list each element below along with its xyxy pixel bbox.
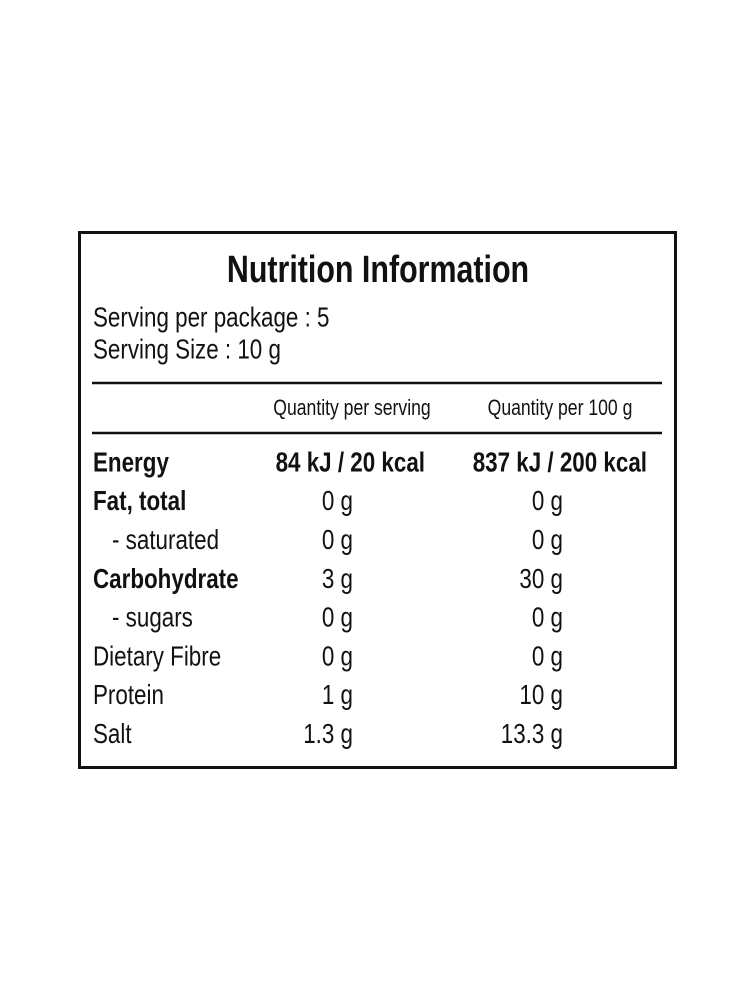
title: Nutrition Information [227, 249, 529, 291]
column-header: Quantity per 100 g [488, 396, 633, 420]
per-100g-value: 0 g [532, 602, 563, 633]
per-100g-value: 837 kJ / 200 kcal [473, 447, 647, 478]
per-serving-value: 1 g [322, 680, 353, 711]
per-serving-value: 1.3 g [303, 719, 353, 750]
nutrient-label: - sugars [112, 602, 193, 633]
serving-info: Serving Size : 10 g [93, 334, 281, 365]
nutrient-label: Salt [93, 719, 132, 750]
per-100g-value: 0 g [532, 641, 563, 672]
nutrient-label: Dietary Fibre [93, 641, 221, 672]
nutrient-label: Energy [93, 447, 169, 478]
nutrient-label: - saturated [112, 525, 219, 556]
per-serving-value: 0 g [322, 486, 353, 517]
per-serving-value: 0 g [322, 525, 353, 556]
per-100g-value: 10 g [519, 680, 563, 711]
per-100g-value: 0 g [532, 486, 563, 517]
nutrient-label: Fat, total [93, 486, 186, 517]
nutrient-label: Protein [93, 680, 164, 711]
per-serving-value: 84 kJ / 20 kcal [276, 447, 425, 478]
label-border [78, 231, 677, 769]
per-100g-value: 30 g [519, 564, 563, 595]
serving-info: Serving per package : 5 [93, 302, 329, 333]
per-100g-value: 13.3 g [501, 719, 563, 750]
column-header: Quantity per serving [273, 396, 430, 420]
nutrient-label: Carbohydrate [93, 564, 239, 595]
per-serving-value: 0 g [322, 641, 353, 672]
per-100g-value: 0 g [532, 525, 563, 556]
per-serving-value: 0 g [322, 602, 353, 633]
per-serving-value: 3 g [322, 564, 353, 595]
